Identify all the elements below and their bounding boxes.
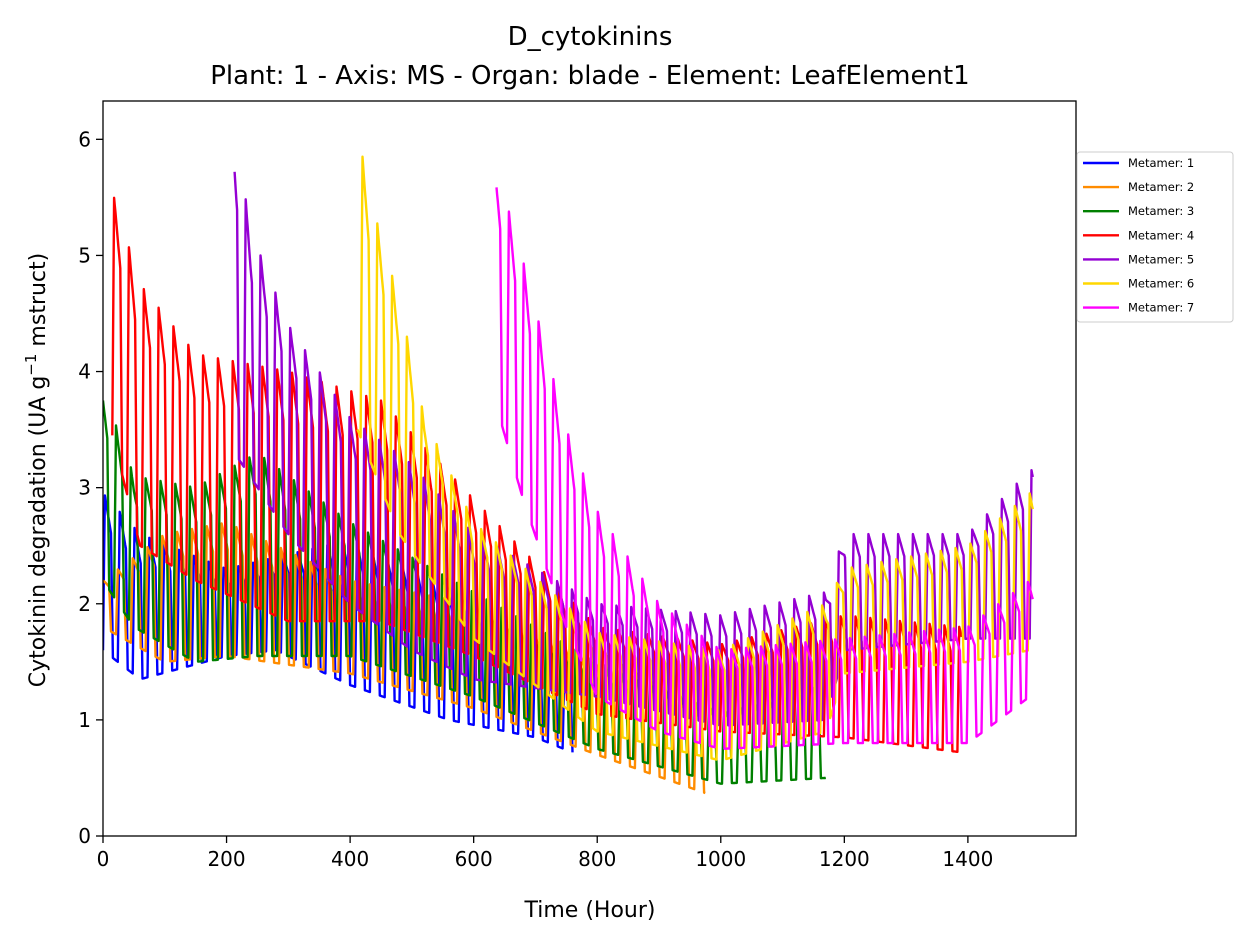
series-line	[356, 155, 1034, 761]
series-line	[103, 400, 827, 785]
legend-label: Metamer: 1	[1128, 156, 1194, 170]
x-tick-label: 600	[455, 847, 493, 871]
x-tick-label: 800	[578, 847, 616, 871]
y-axis-label-sup: −1	[22, 354, 40, 376]
y-tick-label: 0	[78, 824, 91, 848]
x-tick-label: 400	[331, 847, 369, 871]
series-line	[495, 187, 1034, 750]
legend-box	[1076, 151, 1234, 323]
legend-label: Metamer: 7	[1128, 301, 1194, 315]
y-axis-label: Cytokinin degradation (UA g−1 mstruct)	[22, 253, 51, 688]
legend-label: Metamer: 3	[1128, 204, 1194, 218]
y-tick-label: 1	[78, 708, 91, 732]
y-axis-label-main: Cytokinin degradation (UA g	[26, 376, 51, 688]
y-tick-label: 4	[78, 360, 91, 384]
plot-frame	[102, 100, 1077, 837]
y-tick-label: 3	[78, 476, 91, 500]
legend-label: Metamer: 6	[1128, 277, 1194, 291]
x-tick-label: 200	[207, 847, 245, 871]
legend-label: Metamer: 2	[1128, 180, 1194, 194]
series-layer	[103, 155, 1034, 795]
chart-title: D_cytokinins	[508, 22, 673, 52]
legend-label: Metamer: 4	[1128, 228, 1194, 242]
y-tick-label: 6	[78, 127, 91, 151]
y-tick-label: 2	[78, 592, 91, 616]
y-axis: 0 1 2 3 4 5 6	[78, 127, 103, 848]
chart-subtitle: Plant: 1 - Axis: MS - Organ: blade - Ele…	[210, 61, 969, 91]
x-tick-label: 1000	[695, 847, 746, 871]
legend-label: Metamer: 5	[1128, 252, 1194, 266]
y-axis-label-tail: mstruct)	[26, 253, 51, 354]
legend: Metamer: 1 Metamer: 2 Metamer: 3 Metamer: 4…	[1076, 151, 1234, 323]
x-axis-label: Time (Hour)	[524, 898, 656, 923]
y-tick-label: 5	[78, 243, 91, 267]
x-tick-label: 1200	[819, 847, 870, 871]
x-axis: 0 200 400 600 800 1000 1200 1400	[97, 836, 993, 871]
x-tick-label: 0	[97, 847, 110, 871]
x-tick-label: 1400	[942, 847, 993, 871]
